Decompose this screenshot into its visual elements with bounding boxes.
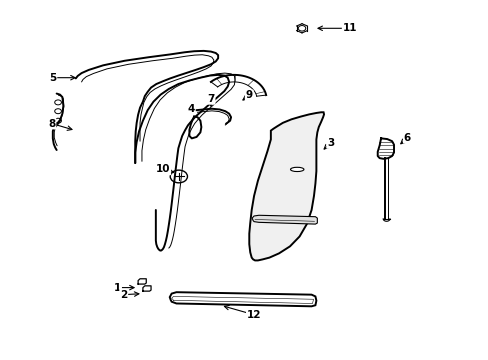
Text: 8: 8 xyxy=(48,118,55,129)
Text: 6: 6 xyxy=(403,133,410,143)
Text: 1: 1 xyxy=(114,283,121,293)
Polygon shape xyxy=(249,112,324,260)
Polygon shape xyxy=(252,215,317,224)
Text: 3: 3 xyxy=(326,138,334,148)
Text: 5: 5 xyxy=(49,73,56,83)
Polygon shape xyxy=(169,292,316,306)
Text: 4: 4 xyxy=(187,104,194,114)
Text: 10: 10 xyxy=(156,165,170,174)
Text: 9: 9 xyxy=(245,90,252,100)
Text: 12: 12 xyxy=(246,310,261,320)
Text: 11: 11 xyxy=(342,23,356,33)
Text: 7: 7 xyxy=(207,94,214,104)
Ellipse shape xyxy=(290,167,304,171)
Text: 2: 2 xyxy=(120,290,127,300)
